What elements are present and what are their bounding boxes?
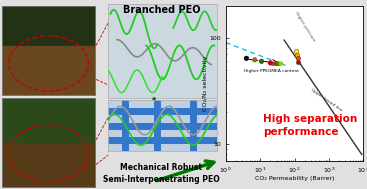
Text: Higher pressure: Higher pressure <box>294 11 316 43</box>
Point <box>295 61 301 64</box>
Point <box>275 62 280 65</box>
Text: Mechanical Robust: Mechanical Robust <box>120 163 203 173</box>
Point <box>252 58 258 61</box>
Point <box>278 62 284 65</box>
Text: Upper bound line: Upper bound line <box>310 87 343 112</box>
Text: Higher PPEGMEA content: Higher PPEGMEA content <box>244 69 299 73</box>
Point <box>294 53 300 56</box>
Point <box>268 61 273 64</box>
Y-axis label: CO₂/N₂ selectivity: CO₂/N₂ selectivity <box>203 55 208 111</box>
Text: Semi-Interpenetrating PEO: Semi-Interpenetrating PEO <box>103 175 220 184</box>
Point <box>277 62 283 65</box>
X-axis label: CO₂ Permeability (Barrer): CO₂ Permeability (Barrer) <box>255 176 334 181</box>
Point <box>295 57 301 60</box>
Text: Branched PEO: Branched PEO <box>123 5 200 15</box>
Point <box>243 57 249 60</box>
Point <box>293 50 299 53</box>
Point <box>259 60 265 63</box>
Text: High separation
performance: High separation performance <box>263 114 357 137</box>
Point <box>272 62 278 65</box>
